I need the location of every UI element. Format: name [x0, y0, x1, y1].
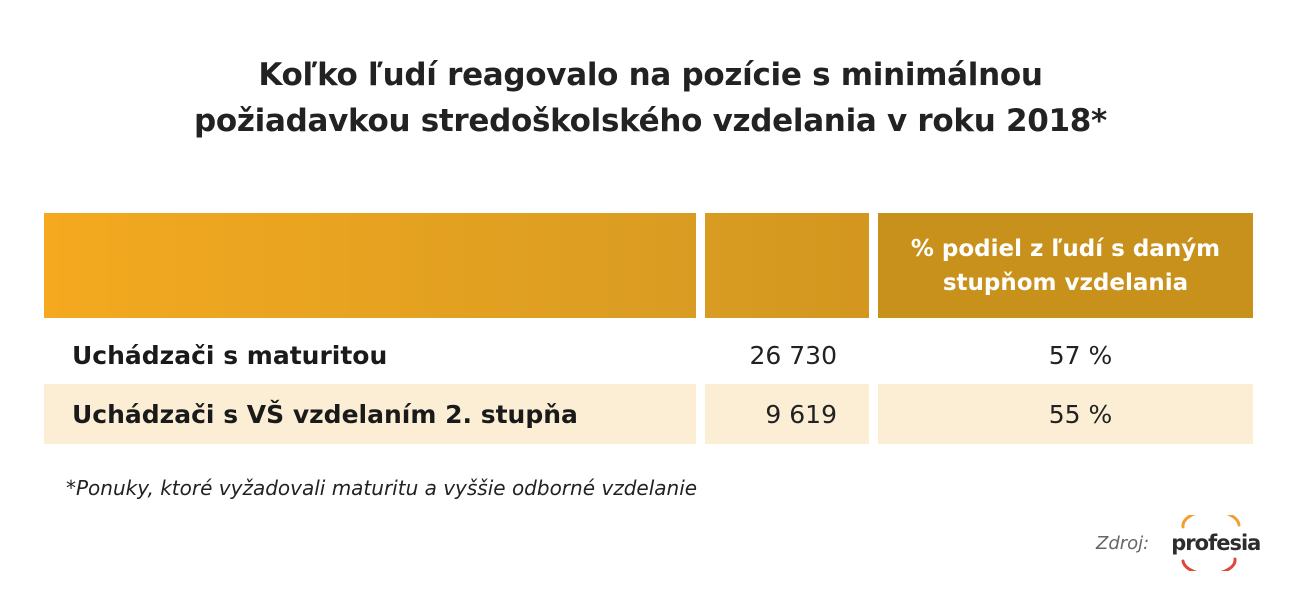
profesia-logo-icon [1181, 515, 1241, 571]
title-line-2: požiadavkou stredoškolského vzdelania v … [194, 103, 1107, 139]
row-label-cell: Uchádzači s maturitou [44, 325, 696, 385]
source-label: Zdroj: [1096, 532, 1150, 554]
row-share: 55 % [1048, 399, 1113, 429]
source-attribution: Zdroj: profesia [1096, 515, 1261, 571]
header-cell-count [705, 213, 869, 318]
header-cell-label [44, 213, 696, 318]
header-cell-share: % podiel z ľudí s daným stupňom vzdelani… [878, 213, 1253, 318]
row-share: 57 % [1048, 340, 1113, 370]
row-label: Uchádzači s VŠ vzdelaním 2. stupňa [72, 399, 578, 429]
title-line-1: Koľko ľudí reagovalo na pozície s minimá… [258, 57, 1043, 93]
row-share-cell: 55 % [878, 384, 1253, 444]
header-share-line-1: % podiel z ľudí s daným [910, 235, 1221, 262]
footnote: *Ponuky, ktoré vyžadovali maturitu a vyš… [66, 476, 698, 500]
row-label-cell: Uchádzači s VŠ vzdelaním 2. stupňa [44, 384, 696, 444]
row-count: 9 619 [765, 399, 837, 429]
header-share-line-2: stupňom vzdelania [942, 269, 1189, 296]
row-count: 26 730 [749, 340, 837, 370]
profesia-logo: profesia [1161, 515, 1261, 571]
logo-text: profesia [1171, 531, 1261, 555]
row-count-cell: 9 619 [705, 384, 869, 444]
page-title: Koľko ľudí reagovalo na pozície s minimá… [0, 52, 1301, 144]
row-count-cell: 26 730 [705, 325, 869, 385]
row-label: Uchádzači s maturitou [72, 340, 388, 370]
row-share-cell: 57 % [878, 325, 1253, 385]
